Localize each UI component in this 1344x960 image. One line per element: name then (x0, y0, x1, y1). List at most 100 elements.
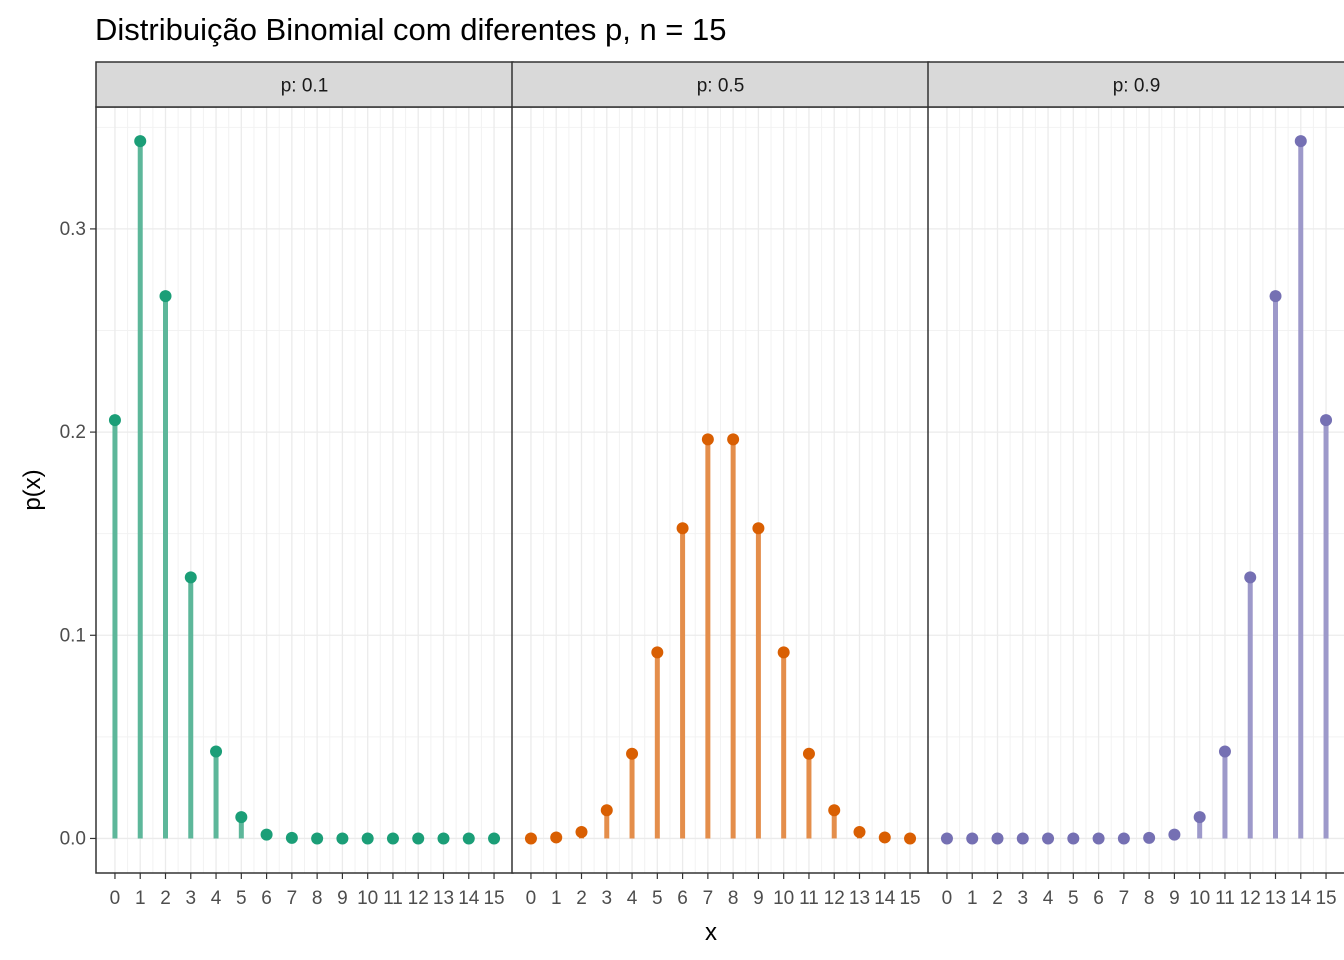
point-3 (600, 804, 613, 817)
point-0 (108, 414, 121, 427)
x-tick-label: 10 (773, 888, 794, 909)
x-tick-label: 14 (1290, 888, 1312, 909)
facet-strip-label: p: 0.5 (697, 76, 745, 97)
point-2 (991, 832, 1004, 845)
point-10 (361, 832, 374, 845)
x-tick-label: 15 (899, 888, 920, 909)
point-4 (626, 747, 639, 760)
x-tick-label: 7 (287, 888, 298, 909)
facet-strip-label: p: 0.9 (1113, 76, 1161, 97)
point-11 (1218, 745, 1231, 758)
x-tick-label: 11 (799, 888, 819, 909)
point-15 (1320, 414, 1333, 427)
y-tick-label: 0.0 (60, 828, 86, 849)
facet-strip (95, 61, 514, 108)
point-11 (802, 747, 815, 760)
x-tick-label: 7 (703, 888, 714, 909)
point-5 (1067, 832, 1080, 845)
x-tick-label: 12 (824, 888, 845, 909)
point-4 (1042, 832, 1055, 845)
x-tick-label: 9 (753, 888, 764, 909)
x-axis-title: x (705, 919, 717, 946)
x-tick-label: 9 (1169, 888, 1180, 909)
x-tick-label: 6 (1093, 888, 1104, 909)
x-tick-label: 1 (135, 888, 146, 909)
x-tick-label: 15 (1315, 888, 1336, 909)
x-tick-label: 3 (601, 888, 612, 909)
y-tick-label: 0.2 (60, 422, 86, 443)
point-6 (1092, 832, 1105, 845)
x-tick-label: 1 (967, 888, 978, 909)
x-tick-label: 4 (1043, 888, 1054, 909)
x-tick-label: 12 (1240, 888, 1261, 909)
x-tick-label: 5 (652, 888, 663, 909)
x-tick-label: 7 (1119, 888, 1130, 909)
y-tick-label: 0.1 (60, 625, 86, 646)
point-4 (210, 745, 223, 758)
point-6 (676, 522, 689, 535)
facet-panel: p: 0.10 1 2 3 4 5 6 7 8 9 10 11 12 13 14 15 (95, 61, 514, 909)
facet-panel: p: 0.50 1 2 3 4 5 6 7 8 9 10 11 12 13 14 15 (511, 61, 930, 909)
point-1 (134, 135, 147, 148)
x-tick-label: 8 (1144, 888, 1155, 909)
y-tick-label: 0.3 (60, 219, 86, 240)
point-6 (260, 828, 273, 841)
x-tick-label: 3 (1017, 888, 1028, 909)
x-tick-label: 9 (337, 888, 348, 909)
point-12 (828, 804, 841, 817)
point-8 (727, 433, 740, 446)
x-tick-label: 3 (185, 888, 196, 909)
point-9 (1168, 828, 1181, 841)
x-tick-label: 2 (160, 888, 171, 909)
x-tick-label: 5 (236, 888, 247, 909)
point-14 (1294, 135, 1307, 148)
x-tick-label: 13 (433, 888, 454, 909)
point-0 (940, 832, 953, 845)
x-tick-label: 10 (357, 888, 378, 909)
facet-strip (511, 61, 930, 108)
point-13 (437, 832, 450, 845)
point-15 (904, 832, 917, 845)
facet-strip-label: p: 0.1 (281, 76, 329, 97)
x-tick-label: 6 (677, 888, 688, 909)
x-tick-label: 0 (526, 888, 537, 909)
point-12 (412, 832, 425, 845)
point-14 (878, 831, 891, 844)
x-tick-label: 14 (458, 888, 480, 909)
point-2 (159, 290, 172, 303)
x-tick-label: 4 (211, 888, 222, 909)
x-tick-label: 1 (551, 888, 562, 909)
point-2 (575, 825, 588, 838)
chart-title: Distribuição Binomial com diferentes p, … (95, 12, 727, 47)
point-0 (524, 832, 537, 845)
point-10 (1193, 811, 1206, 824)
facet-panels: p: 0.10 1 2 3 4 5 6 7 8 9 10 11 12 13 14 15p: 0.50 1 2 3 4 5… (95, 61, 1344, 909)
point-9 (752, 522, 765, 535)
y-axis: 0.0 0.1 0.2 0.3 (60, 219, 96, 849)
x-tick-label: 2 (576, 888, 587, 909)
point-9 (336, 832, 349, 845)
x-tick-label: 13 (1265, 888, 1286, 909)
x-tick-label: 6 (261, 888, 272, 909)
x-tick-label: 8 (312, 888, 323, 909)
point-1 (550, 831, 563, 844)
point-1 (966, 832, 979, 845)
x-tick-label: 10 (1189, 888, 1210, 909)
x-tick-label: 4 (627, 888, 638, 909)
point-11 (386, 832, 399, 845)
point-12 (1244, 571, 1257, 584)
point-8 (1143, 831, 1156, 844)
point-10 (777, 646, 790, 659)
x-tick-label: 15 (483, 888, 504, 909)
facet-strip (927, 61, 1344, 108)
point-15 (488, 832, 501, 845)
point-13 (853, 825, 866, 838)
x-tick-label: 0 (942, 888, 953, 909)
x-tick-label: 11 (1215, 888, 1235, 909)
x-tick-label: 2 (992, 888, 1003, 909)
point-5 (651, 646, 664, 659)
x-tick-label: 0 (110, 888, 121, 909)
x-tick-label: 11 (383, 888, 403, 909)
x-tick-label: 13 (849, 888, 870, 909)
